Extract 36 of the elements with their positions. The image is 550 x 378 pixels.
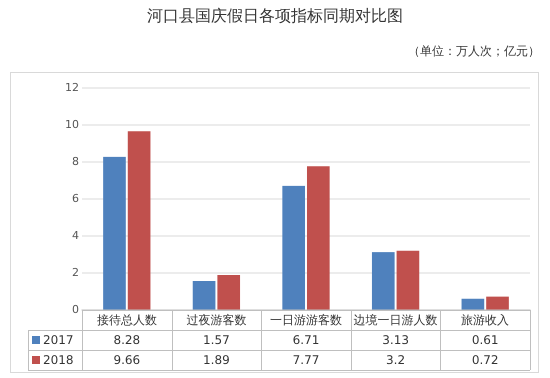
data-label: 0.61 <box>472 333 499 348</box>
legend-label: 2018 <box>43 353 74 368</box>
y-tick-label: 6 <box>72 192 79 205</box>
chart-subtitle: （单位：万人次；亿元） <box>408 44 540 58</box>
y-tick-label: 10 <box>64 118 79 131</box>
data-label: 0.72 <box>472 353 499 368</box>
data-label: 1.57 <box>203 333 230 348</box>
y-tick-label: 4 <box>72 228 79 242</box>
data-label: 9.66 <box>113 353 140 368</box>
bar <box>306 166 330 310</box>
bar <box>282 186 306 310</box>
bar <box>192 280 216 310</box>
bar <box>217 275 240 310</box>
legend-label: 2017 <box>43 333 74 348</box>
data-label: 3.2 <box>386 353 406 368</box>
data-label: 8.28 <box>113 333 140 348</box>
chart-title: 河口县国庆假日各项指标同期对比图 <box>147 6 403 26</box>
bar <box>462 298 484 310</box>
x-tick-label: 边境一日游人数 <box>354 313 438 328</box>
bar <box>396 250 420 310</box>
bar <box>372 252 395 310</box>
y-tick-label: 2 <box>72 266 79 279</box>
y-tick-label: 0 <box>72 302 79 316</box>
bar <box>486 296 509 310</box>
bar <box>103 156 126 310</box>
data-label: 3.13 <box>382 333 409 348</box>
x-tick-label: 过夜游客数 <box>186 313 246 328</box>
bar <box>128 131 150 310</box>
data-label: 1.89 <box>203 353 230 368</box>
y-tick-label: 8 <box>72 154 79 168</box>
x-tick-label: 旅游收入 <box>461 313 510 328</box>
x-tick-label: 一日游游客数 <box>270 313 342 328</box>
data-label: 6.71 <box>292 333 320 348</box>
data-label: 7.77 <box>292 353 320 368</box>
x-tick-label: 接待总人数 <box>96 313 157 328</box>
y-tick-label: 12 <box>64 80 79 94</box>
